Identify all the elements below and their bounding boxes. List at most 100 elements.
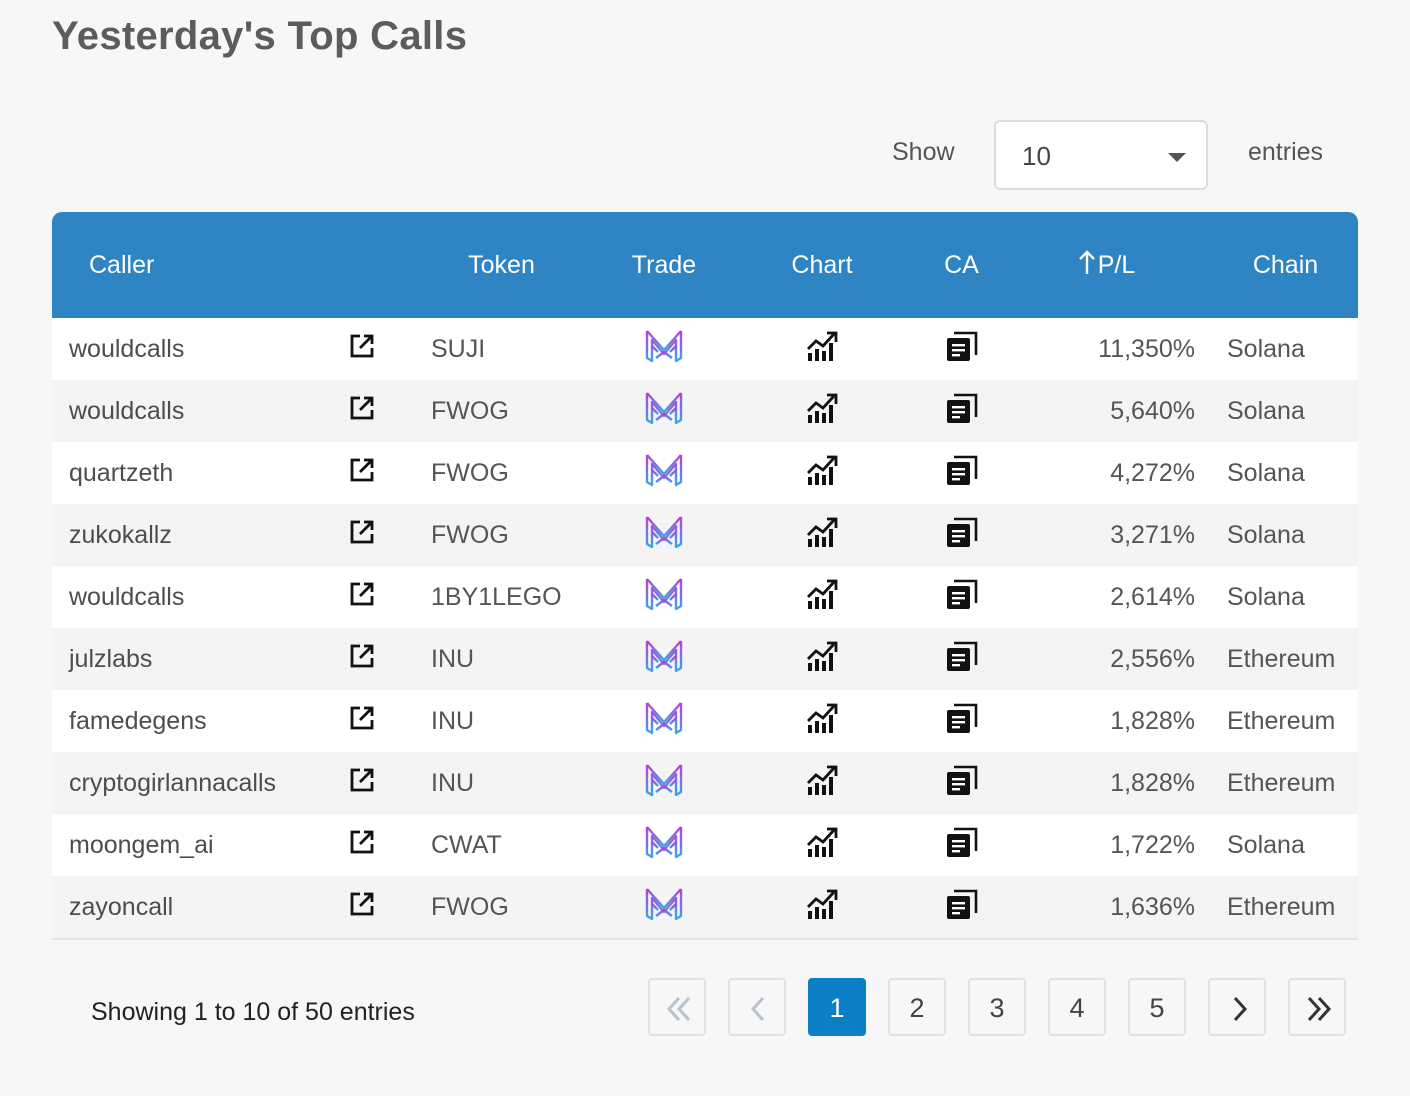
external-link-icon[interactable] xyxy=(348,704,376,739)
trade-logo-icon[interactable] xyxy=(644,886,684,929)
top-calls-table: Caller Token Trade Chart CA P/L Chain wo… xyxy=(52,212,1358,940)
trade-logo-icon[interactable] xyxy=(644,452,684,495)
chain-cell: Ethereum xyxy=(1227,644,1336,673)
caller-cell: zukokallz xyxy=(69,520,172,549)
copy-icon[interactable] xyxy=(945,453,979,494)
header-spacer xyxy=(332,212,416,318)
token-cell: CWAT xyxy=(431,830,502,859)
external-link-icon[interactable] xyxy=(348,518,376,553)
chart-trend-icon[interactable] xyxy=(805,639,839,680)
header-pl-label: P/L xyxy=(1097,250,1136,279)
caller-cell: wouldcalls xyxy=(69,582,185,611)
trade-logo-icon[interactable] xyxy=(644,576,684,619)
copy-icon[interactable] xyxy=(945,763,979,804)
header-pl[interactable]: P/L xyxy=(1020,212,1213,318)
chain-cell: Solana xyxy=(1227,830,1305,859)
trade-logo-icon[interactable] xyxy=(644,390,684,433)
chain-cell: Solana xyxy=(1227,582,1305,611)
first-page-button[interactable] xyxy=(648,978,706,1036)
copy-icon[interactable] xyxy=(945,515,979,556)
trade-logo-icon[interactable] xyxy=(644,638,684,681)
chart-trend-icon[interactable] xyxy=(805,701,839,742)
external-link-icon[interactable] xyxy=(348,332,376,367)
caller-cell: zayoncall xyxy=(69,892,174,921)
copy-icon[interactable] xyxy=(945,639,979,680)
token-cell: INU xyxy=(431,706,475,735)
page-1-button[interactable]: 1 xyxy=(808,978,866,1036)
show-label: Show xyxy=(892,138,955,166)
copy-icon[interactable] xyxy=(945,577,979,618)
table-row: zukokallz FWOG 3,271% Solana xyxy=(52,504,1358,566)
caret-down-icon xyxy=(1168,153,1186,162)
chart-trend-icon[interactable] xyxy=(805,825,839,866)
trade-logo-icon[interactable] xyxy=(644,328,684,371)
chain-cell: Solana xyxy=(1227,520,1305,549)
next-page-button[interactable] xyxy=(1208,978,1266,1036)
chart-trend-icon[interactable] xyxy=(805,329,839,370)
page-5-button[interactable]: 5 xyxy=(1128,978,1186,1036)
chart-trend-icon[interactable] xyxy=(805,763,839,804)
table-row: wouldcalls SUJI 11,350% Solana xyxy=(52,318,1358,380)
copy-icon[interactable] xyxy=(945,701,979,742)
caller-cell: wouldcalls xyxy=(69,334,185,363)
header-caller[interactable]: Caller xyxy=(89,250,155,279)
chart-trend-icon[interactable] xyxy=(805,453,839,494)
copy-icon[interactable] xyxy=(945,391,979,432)
page-2-button[interactable]: 2 xyxy=(888,978,946,1036)
caller-cell: quartzeth xyxy=(69,458,174,487)
copy-icon[interactable] xyxy=(945,887,979,928)
chain-cell: Solana xyxy=(1227,458,1305,487)
chain-cell: Ethereum xyxy=(1227,706,1336,735)
entries-select-value: 10 xyxy=(1022,141,1051,171)
external-link-icon[interactable] xyxy=(348,642,376,677)
last-page-button[interactable] xyxy=(1288,978,1346,1036)
header-chain[interactable]: Chain xyxy=(1252,250,1319,279)
chart-trend-icon[interactable] xyxy=(805,577,839,618)
double-chevron-right-icon xyxy=(1307,996,1332,1022)
table-row: famedegens INU 1,828% Ethereum xyxy=(52,690,1358,752)
copy-icon[interactable] xyxy=(945,329,979,370)
page-3-button[interactable]: 3 xyxy=(968,978,1026,1036)
external-link-icon[interactable] xyxy=(348,580,376,615)
table-row: julzlabs INU 2,556% Ethereum xyxy=(52,628,1358,690)
trade-logo-icon[interactable] xyxy=(644,514,684,557)
pl-cell: 2,556% xyxy=(1110,644,1195,673)
external-link-icon[interactable] xyxy=(348,456,376,491)
double-chevron-left-icon xyxy=(666,996,691,1022)
header-chart[interactable]: Chart xyxy=(791,250,853,279)
chart-trend-icon[interactable] xyxy=(805,391,839,432)
table-row: cryptogirlannacalls INU 1,828% Ethereum xyxy=(52,752,1358,814)
page-4-button[interactable]: 4 xyxy=(1048,978,1106,1036)
chart-trend-icon[interactable] xyxy=(805,887,839,928)
trade-logo-icon[interactable] xyxy=(644,762,684,805)
chain-cell: Solana xyxy=(1227,334,1305,363)
chain-cell: Solana xyxy=(1227,396,1305,425)
copy-icon[interactable] xyxy=(945,825,979,866)
prev-page-button[interactable] xyxy=(728,978,786,1036)
table-row: moongem_ai CWAT 1,722% Solana xyxy=(52,814,1358,876)
chart-trend-icon[interactable] xyxy=(805,515,839,556)
token-cell: SUJI xyxy=(431,334,486,363)
table-row: wouldcalls 1BY1LEGO 2,614% Solana xyxy=(52,566,1358,628)
header-ca[interactable]: CA xyxy=(944,250,979,279)
table-row: zayoncall FWOG 1,636% Ethereum xyxy=(52,876,1358,938)
entries-select[interactable]: 10 xyxy=(994,120,1208,190)
external-link-icon[interactable] xyxy=(348,890,376,925)
chevron-left-icon xyxy=(750,996,765,1022)
caller-cell: famedegens xyxy=(69,706,207,735)
external-link-icon[interactable] xyxy=(348,766,376,801)
pl-cell: 11,350% xyxy=(1098,334,1195,363)
caller-cell: cryptogirlannacalls xyxy=(69,768,277,797)
trade-logo-icon[interactable] xyxy=(644,824,684,867)
header-trade[interactable]: Trade xyxy=(631,250,697,279)
table-info: Showing 1 to 10 of 50 entries xyxy=(91,998,415,1026)
header-token[interactable]: Token xyxy=(468,250,535,279)
chevron-right-icon xyxy=(1233,996,1248,1022)
entries-label: entries xyxy=(1248,138,1324,166)
external-link-icon[interactable] xyxy=(348,828,376,863)
external-link-icon[interactable] xyxy=(348,394,376,429)
token-cell: FWOG xyxy=(431,396,509,425)
length-control: Show 10 entries xyxy=(0,120,1410,192)
trade-logo-icon[interactable] xyxy=(644,700,684,743)
pl-cell: 5,640% xyxy=(1110,396,1195,425)
